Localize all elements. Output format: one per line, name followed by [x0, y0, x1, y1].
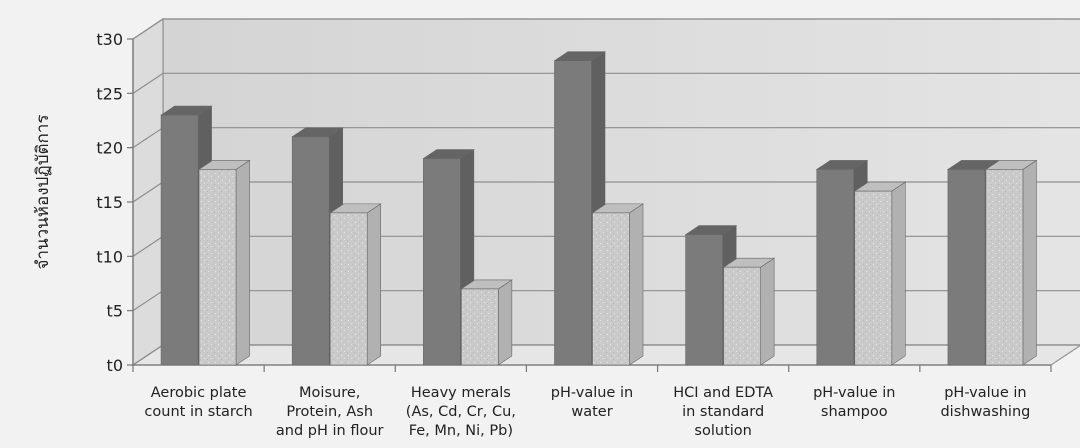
y-tick-label: t30	[96, 30, 123, 49]
category-labels: Aerobic plate count in starch Moisure, Prot…	[144, 385, 1030, 439]
y-tick-labels: t0 t5 t10 t15 t20 t25 t30	[96, 30, 123, 375]
gridline	[132, 72, 1080, 94]
category-label: Aerobic plate count in starch	[144, 385, 252, 420]
bar	[329, 203, 382, 366]
bar	[984, 159, 1038, 366]
y-tick-label: t25	[96, 84, 123, 103]
y-tick-label: t10	[96, 247, 123, 266]
category-label: Heavy merals (As, Cd, Cr, Cu, Fe, Mn, Ni, …	[406, 385, 516, 439]
bar	[591, 203, 644, 366]
y-tick-label: t15	[96, 193, 123, 212]
bars	[160, 51, 1038, 366]
y-tick-label: t5	[107, 302, 123, 321]
category-label: pH-value in dishwashing	[940, 385, 1030, 420]
bar	[460, 279, 513, 366]
y-tick-label: t0	[107, 356, 123, 375]
category-label: Moisure, Protein, Ash and pH in flour	[276, 385, 384, 439]
bar	[722, 257, 776, 366]
category-label: HCI and EDTA in standard solution	[673, 385, 773, 439]
y-axis-title: จำนวนห้องปฏิบัติการ	[33, 114, 53, 269]
gridline	[132, 18, 1080, 40]
y-axis-title-group: จำนวนห้องปฏิบัติการ	[33, 114, 53, 269]
y-tick-label: t20	[96, 139, 123, 158]
bar	[198, 159, 251, 366]
category-label: pH-value in water	[551, 385, 633, 420]
bar	[853, 181, 907, 366]
category-label: pH-value in shampoo	[813, 385, 895, 420]
